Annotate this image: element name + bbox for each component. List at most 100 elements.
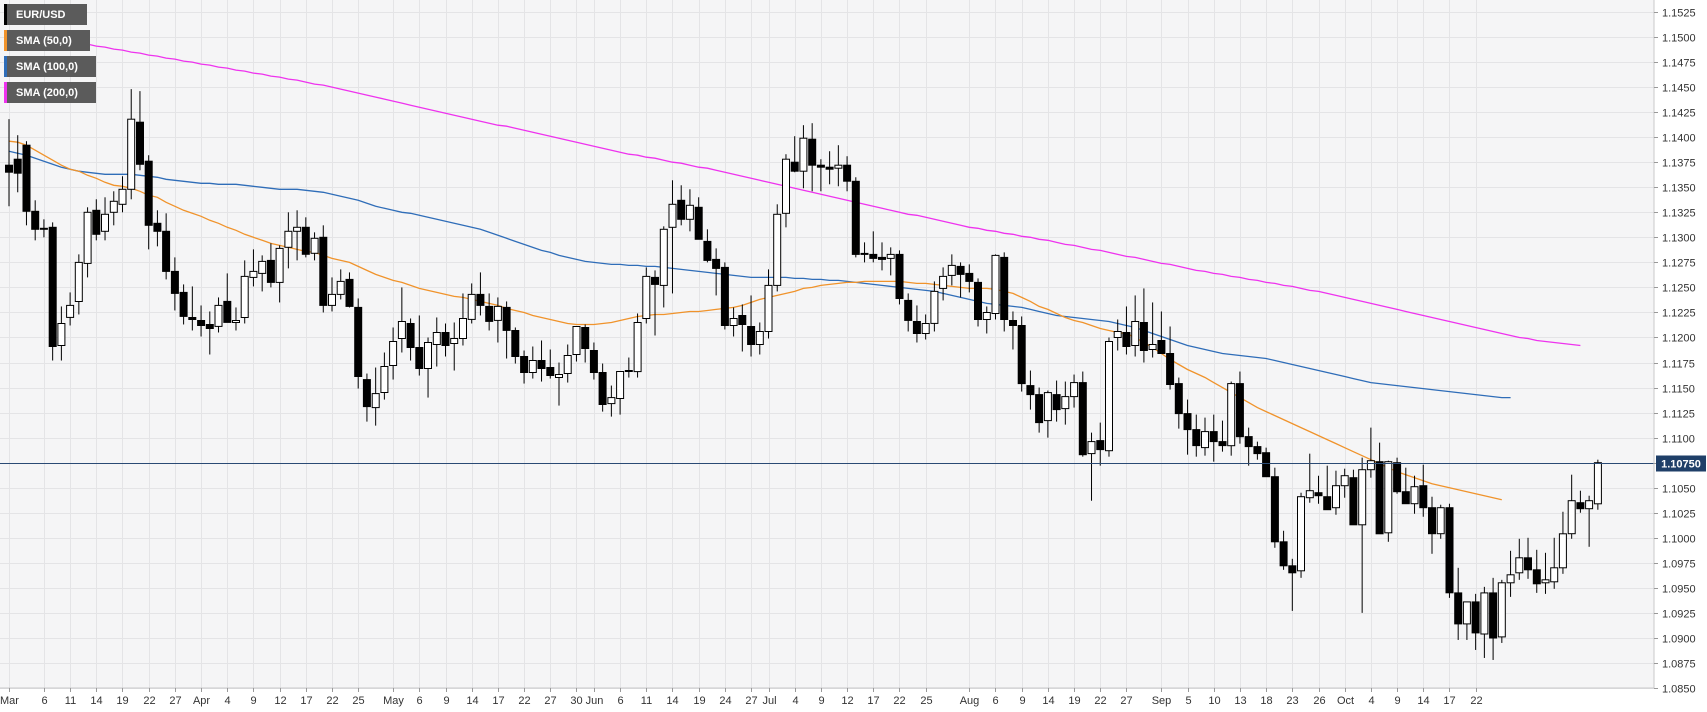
- candle: [502, 301, 511, 359]
- x-tick-label: 26: [1313, 695, 1325, 707]
- candle-body-bearish: [1009, 320, 1017, 326]
- candle: [249, 249, 258, 287]
- candle: [790, 136, 799, 173]
- candle-body-bullish: [397, 321, 406, 339]
- sma-200-line: [8, 33, 1581, 347]
- legend-item-sma200[interactable]: SMA (200,0): [4, 82, 96, 103]
- candle: [1366, 427, 1375, 478]
- candle-body-bullish: [310, 237, 319, 254]
- candle-body-bullish: [74, 261, 83, 302]
- candle-body-bearish: [170, 270, 179, 294]
- candle-body-bullish: [293, 226, 302, 232]
- candle: [1000, 252, 1009, 332]
- candle-body-bullish: [633, 322, 642, 373]
- candle: [1070, 374, 1079, 408]
- candle: [179, 284, 188, 325]
- candle-body-bearish: [1183, 413, 1192, 431]
- candle-body-bearish: [520, 356, 529, 373]
- candle-body-bearish: [1349, 477, 1358, 526]
- x-tick-label: 17: [300, 695, 312, 707]
- candle: [284, 212, 293, 269]
- candle: [1043, 390, 1052, 438]
- candle-body-bearish: [1401, 491, 1410, 505]
- candle: [694, 197, 703, 240]
- candle: [720, 262, 729, 330]
- candle-body-bearish: [205, 324, 214, 329]
- candle-body-bearish: [144, 160, 153, 226]
- y-tick-label: 1.1350: [1662, 183, 1696, 195]
- candle-body-bearish: [598, 372, 607, 405]
- legend-item-sma50[interactable]: SMA (50,0): [4, 30, 90, 51]
- candle-body-bullish: [1131, 321, 1140, 346]
- candle: [1131, 295, 1140, 357]
- candle: [834, 145, 843, 187]
- candle: [1105, 337, 1113, 457]
- candle-body-bearish: [415, 347, 424, 369]
- candle-body-bullish: [336, 280, 345, 295]
- candle-body-bearish: [345, 278, 354, 307]
- x-tick-label: 13: [1234, 695, 1246, 707]
- candle: [773, 204, 782, 292]
- candle-body-bearish: [1279, 541, 1288, 567]
- candle: [1035, 387, 1044, 433]
- x-tick-label: 27: [1120, 695, 1132, 707]
- candle: [1244, 427, 1253, 466]
- candle: [1279, 530, 1288, 570]
- candle: [642, 267, 651, 324]
- candle: [685, 189, 694, 232]
- legend-swatch-eurusd: [4, 4, 7, 25]
- legend-item-eurusd[interactable]: EUR/USD: [4, 4, 87, 25]
- x-tick-label: 11: [65, 695, 76, 707]
- y-tick-label: 1.1000: [1662, 534, 1696, 546]
- candle-body-bearish: [895, 253, 904, 299]
- legend-item-sma100[interactable]: SMA (100,0): [4, 56, 96, 77]
- candle-body-bearish: [362, 379, 371, 408]
- candle: [755, 322, 764, 355]
- x-tick-label: May: [383, 695, 404, 707]
- candle-body-bearish: [1052, 394, 1061, 411]
- x-tick-label: 30: [570, 695, 582, 707]
- candle: [1026, 370, 1035, 410]
- candle: [13, 135, 22, 193]
- candle: [1532, 549, 1541, 593]
- candle-body-bearish: [1419, 485, 1428, 509]
- candle: [589, 342, 598, 380]
- candle-body-bearish: [511, 330, 520, 357]
- candle: [572, 326, 581, 362]
- candle: [441, 323, 450, 357]
- candle-body-bearish: [1454, 592, 1463, 625]
- y-tick-label: 1.1425: [1662, 108, 1696, 120]
- candle-body-bullish: [982, 312, 991, 320]
- candle: [144, 155, 153, 250]
- candle: [319, 225, 328, 313]
- candle-body-bearish: [869, 253, 878, 259]
- y-tick-label: 1.0975: [1662, 559, 1696, 571]
- candle-body-bearish: [22, 144, 31, 212]
- candle: [895, 250, 904, 305]
- candle: [397, 287, 406, 353]
- candle-body-bullish: [1227, 383, 1236, 447]
- candles: [5, 89, 1602, 660]
- candle: [1314, 475, 1323, 504]
- candle: [1585, 495, 1594, 547]
- candle: [563, 344, 572, 383]
- candle-body-bearish: [912, 321, 921, 334]
- last-price-tag-background: [1656, 455, 1706, 472]
- candle: [738, 304, 747, 352]
- candle-body-bullish: [371, 393, 380, 409]
- candle: [1593, 459, 1602, 510]
- candle-body-bearish: [1218, 441, 1227, 447]
- candle-body-bullish: [1550, 567, 1559, 583]
- candle-body-bullish: [1148, 344, 1157, 350]
- candle: [1297, 492, 1305, 578]
- x-tick-label: 6: [416, 695, 422, 707]
- y-tick-label: 1.0875: [1662, 659, 1696, 671]
- candle: [1270, 467, 1279, 548]
- candle-body-bearish: [1209, 431, 1218, 443]
- candle-body-bearish: [1244, 436, 1253, 448]
- candle: [1436, 504, 1445, 539]
- y-tick-label: 1.1100: [1662, 434, 1695, 446]
- candle: [1323, 465, 1332, 511]
- candle-body-bullish: [380, 366, 389, 393]
